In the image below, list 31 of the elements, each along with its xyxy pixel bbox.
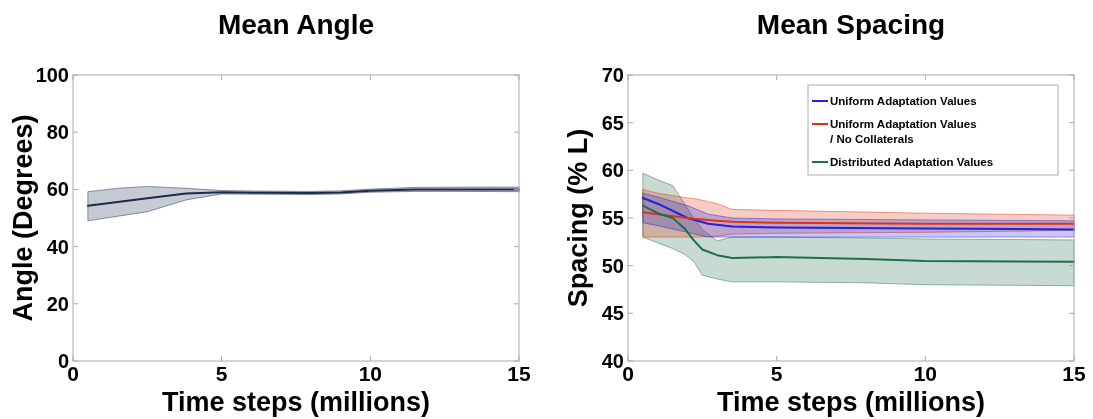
legend-label: Distributed Adaptation Values bbox=[830, 156, 994, 168]
chart-title: Mean Angle bbox=[217, 9, 375, 40]
y-tick-label: 50 bbox=[601, 254, 624, 277]
x-tick-label: 10 bbox=[358, 362, 383, 385]
y-tick-label: 60 bbox=[601, 159, 624, 182]
y-tick-label: 40 bbox=[601, 350, 624, 372]
y-tick-label: 20 bbox=[46, 292, 69, 315]
x-tick-label: 5 bbox=[215, 362, 228, 385]
y-tick-label: 70 bbox=[601, 64, 624, 86]
y-tick-label: 45 bbox=[601, 302, 624, 325]
chart-title: Mean Spacing bbox=[756, 9, 946, 40]
line-series bbox=[86, 188, 520, 207]
x-axis-title: Time steps (millions) bbox=[716, 387, 986, 417]
x-tick-label: 10 bbox=[913, 362, 938, 385]
line-series bbox=[641, 211, 1075, 225]
legend-label: Uniform Adaptation Values / No Collaterals bbox=[830, 118, 977, 145]
y-axis-title: Angle (Degrees) bbox=[8, 114, 38, 322]
x-tick-label: 15 bbox=[507, 362, 531, 385]
line-series bbox=[641, 196, 1075, 231]
y-tick-label: 40 bbox=[46, 235, 69, 258]
y-tick-label: 80 bbox=[46, 121, 69, 144]
line-series bbox=[641, 204, 1075, 263]
y-tick-label: 55 bbox=[601, 207, 624, 229]
x-axis-title: Time steps (millions) bbox=[161, 387, 431, 417]
x-tick-label: 5 bbox=[770, 362, 783, 385]
y-tick-label: 100 bbox=[35, 64, 69, 86]
legend-label: Uniform Adaptation Values bbox=[830, 95, 977, 107]
y-tick-label: 65 bbox=[601, 111, 624, 134]
y-axis-title: Spacing (% L) bbox=[563, 128, 593, 308]
x-tick-label: 15 bbox=[1062, 362, 1086, 385]
y-tick-label: 60 bbox=[46, 178, 69, 201]
